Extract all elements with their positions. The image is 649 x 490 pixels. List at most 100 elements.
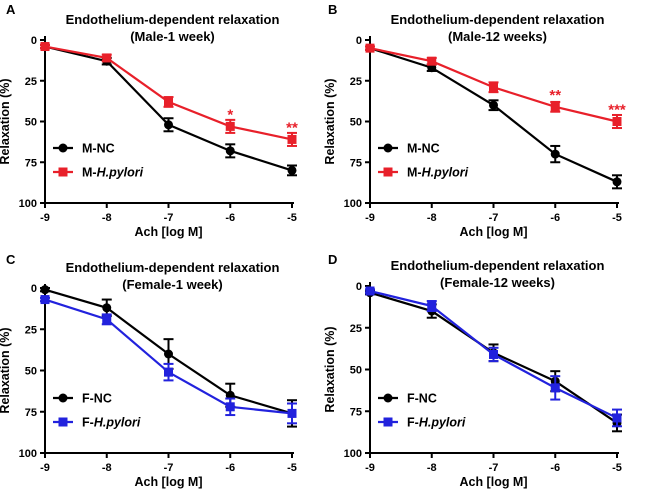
x-tick-label: -5: [612, 462, 622, 474]
y-tick-label: 75: [350, 406, 362, 418]
series-f-nc: [40, 285, 297, 428]
significance-marker: **: [286, 119, 298, 136]
data-point: [225, 121, 235, 131]
y-tick-label: 50: [350, 365, 362, 377]
data-point: [489, 349, 498, 359]
data-point: [164, 97, 173, 107]
x-tick-label: -5: [612, 212, 622, 224]
data-point: [40, 42, 50, 52]
legend-label: F-NC: [82, 392, 112, 406]
panel-letter: C: [6, 252, 16, 267]
x-axis-label: Ach [log M]: [134, 475, 202, 489]
data-point: [365, 43, 375, 53]
legend: M-NC M-H.pylori: [53, 142, 144, 180]
data-point: [489, 82, 498, 92]
data-point: [287, 165, 297, 175]
legend: F-NC F-H.pylori: [378, 392, 466, 430]
x-tick-label: -7: [164, 212, 174, 224]
data-point: [612, 117, 622, 126]
data-point: [40, 285, 50, 295]
y-tick-label: 100: [344, 448, 362, 460]
significance-marker: **: [549, 87, 561, 104]
y-axis-label: Relaxation (%): [0, 327, 12, 413]
data-point: [225, 146, 235, 156]
x-tick-label: -6: [550, 212, 560, 224]
legend-label: M-NC: [82, 142, 115, 156]
data-point: [612, 413, 622, 423]
chart-title-line: (Female-1 week): [122, 277, 222, 292]
x-tick-label: -8: [427, 212, 437, 224]
data-point: [550, 149, 560, 159]
panel-letter: B: [328, 2, 337, 17]
legend-label: M-H.pylori: [407, 166, 469, 180]
y-tick-label: 25: [25, 324, 37, 336]
legend-label: F-H.pylori: [407, 416, 466, 430]
panel-c: C Endothelium-dependent relaxation (Female…: [0, 252, 297, 489]
data-point: [287, 134, 297, 144]
y-tick-label: 25: [350, 323, 362, 335]
x-axis-label: Ach [log M]: [134, 225, 202, 239]
data-point: [427, 301, 437, 311]
chart-title-line: Endothelium-dependent relaxation: [391, 258, 605, 273]
y-tick-label: 75: [25, 157, 37, 169]
data-point: [164, 367, 173, 377]
data-point: [164, 120, 173, 130]
x-tick-label: -5: [287, 462, 297, 474]
y-tick-label: 0: [31, 35, 37, 47]
x-tick-label: -7: [489, 462, 499, 474]
y-tick-label: 50: [350, 117, 362, 129]
data-point: [427, 56, 437, 66]
data-point: [550, 102, 560, 112]
data-point: [225, 390, 235, 400]
x-tick-label: -9: [40, 462, 50, 474]
x-tick-label: -6: [550, 462, 560, 474]
chart-title-line: Endothelium-dependent relaxation: [391, 12, 605, 27]
y-tick-label: 50: [25, 117, 37, 129]
legend-marker: [58, 417, 68, 427]
x-tick-label: -8: [102, 462, 112, 474]
series-f-h-pylori: [365, 286, 622, 428]
legend-label: M-H.pylori: [82, 166, 144, 180]
y-tick-label: 100: [19, 198, 37, 210]
data-point: [102, 303, 112, 313]
chart-title-line: (Male-1 week): [130, 29, 215, 44]
data-point: [40, 295, 50, 305]
y-tick-label: 25: [25, 76, 37, 88]
chart-title-line: (Male-12 weeks): [448, 29, 547, 44]
x-tick-label: -7: [489, 212, 499, 224]
series-m-nc: [365, 43, 622, 190]
legend-marker: [383, 417, 393, 427]
series-f-h-pylori: [40, 295, 297, 425]
data-point: [612, 177, 622, 187]
legend-marker: [383, 143, 393, 153]
y-tick-label: 100: [19, 448, 37, 460]
y-axis-label: Relaxation (%): [323, 78, 337, 164]
legend: F-NC F-H.pylori: [53, 392, 141, 430]
x-tick-label: -6: [225, 212, 235, 224]
significance-marker: *: [227, 106, 233, 123]
x-tick-label: -9: [40, 212, 50, 224]
legend: M-NC M-H.pylori: [378, 142, 469, 180]
data-point: [225, 402, 235, 412]
y-tick-label: 100: [344, 198, 362, 210]
panel-a: A Endothelium-dependent relaxation (Male-1…: [0, 2, 298, 239]
legend-marker: [383, 393, 393, 403]
panel-letter: A: [6, 2, 16, 17]
panel-d: D Endothelium-dependent relaxation (Female…: [323, 252, 622, 489]
data-point: [164, 349, 173, 359]
legend-marker: [58, 393, 68, 403]
x-tick-label: -8: [102, 212, 112, 224]
chart-title-line: (Female-12 weeks): [440, 275, 555, 290]
chart-title-line: Endothelium-dependent relaxation: [66, 12, 280, 27]
x-axis-label: Ach [log M]: [459, 475, 527, 489]
y-axis-label: Relaxation (%): [0, 78, 12, 164]
y-tick-label: 75: [25, 407, 37, 419]
series-line: [369, 47, 618, 183]
significance-marker: ***: [608, 101, 626, 118]
panel-letter: D: [328, 252, 337, 267]
x-tick-label: -8: [427, 462, 437, 474]
x-tick-label: -9: [365, 212, 375, 224]
legend-marker: [58, 143, 68, 153]
y-axis-label: Relaxation (%): [323, 326, 337, 412]
